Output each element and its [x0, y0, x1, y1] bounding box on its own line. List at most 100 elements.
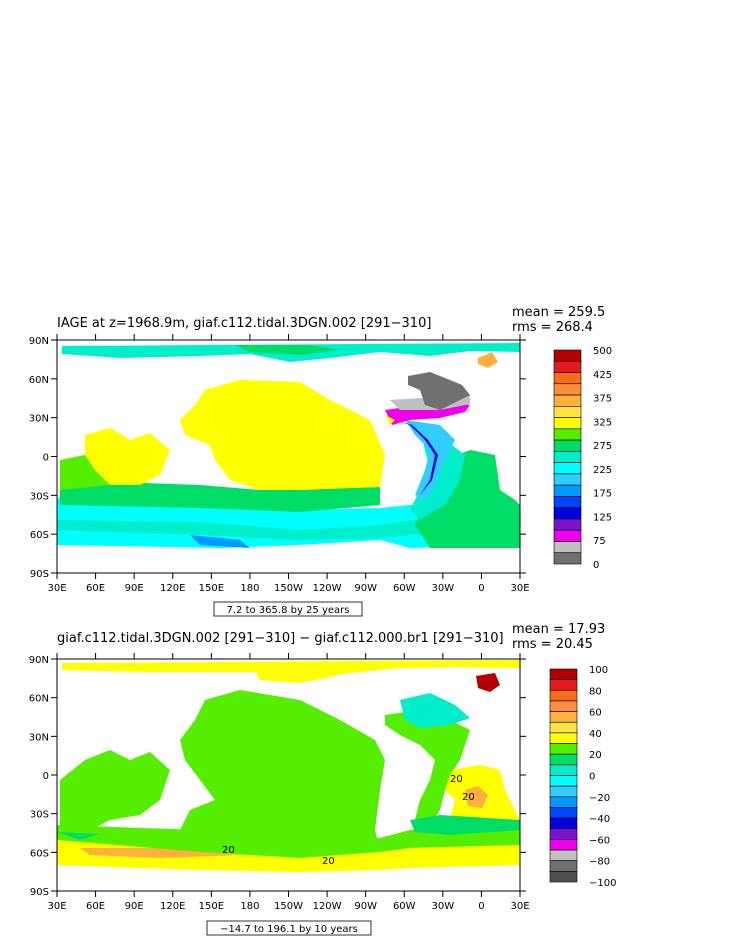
colorbar-swatch	[553, 417, 582, 430]
colorbar-swatch	[549, 732, 578, 744]
colorbar-swatch	[553, 428, 582, 441]
colorbar-swatch	[553, 496, 582, 508]
x-tick-label: 60W	[393, 583, 416, 594]
contour-label: 20	[450, 774, 463, 785]
colorbar-swatch	[553, 383, 582, 396]
colorbar-label: 80	[589, 686, 602, 697]
x-tick-label: 150E	[199, 583, 224, 594]
x-tick-label: 30E	[47, 901, 66, 912]
x-tick-label: 120E	[160, 583, 185, 594]
x-tick-label: 120W	[313, 583, 342, 594]
panel1-colorbar: 500 425 375 325 275 225 175 125 75 0	[553, 346, 612, 571]
y-tick-label: 30S	[30, 491, 49, 502]
panel2-rms: rms = 20.45	[512, 637, 593, 652]
colorbar-label: −20	[589, 793, 610, 804]
x-tick-label: 150W	[274, 583, 303, 594]
colorbar-swatch	[553, 406, 582, 418]
p2-south-green	[57, 832, 100, 840]
colorbar-swatch	[549, 796, 578, 808]
p2-arctic-yellow2	[255, 668, 340, 683]
panel1-y-axis: 90N 60N 30N 0 30S 60S 90S	[29, 336, 526, 580]
p1-atl-sky	[405, 420, 455, 500]
x-tick-label: 180	[240, 901, 259, 912]
colorbar-swatch	[549, 871, 578, 883]
x-tick-label: 60E	[86, 583, 105, 594]
colorbar-swatch	[553, 552, 582, 565]
x-tick-label: 150E	[199, 901, 224, 912]
colorbar-label: 75	[593, 536, 606, 547]
colorbar-label: 425	[593, 370, 612, 381]
p2-atl-teal	[400, 693, 470, 728]
colorbar-swatch	[553, 462, 582, 475]
colorbar-label: 175	[593, 489, 612, 500]
panel1-map	[57, 343, 520, 548]
colorbar-swatch	[553, 451, 582, 463]
x-tick-label: 60E	[86, 901, 105, 912]
colorbar-swatch	[553, 360, 582, 373]
x-tick-label: 150W	[274, 901, 303, 912]
colorbar-swatch	[553, 439, 582, 452]
colorbar-swatch	[549, 743, 578, 755]
y-tick-label: 30N	[29, 414, 49, 425]
x-tick-label: 0	[478, 583, 484, 594]
colorbar-swatch	[553, 484, 582, 497]
colorbar-label: 225	[593, 465, 612, 476]
panel1-rms: rms = 268.4	[512, 320, 593, 335]
y-tick-label: 90N	[29, 655, 49, 666]
y-tick-label: 0	[43, 771, 49, 782]
p1-south-blue	[190, 535, 250, 548]
x-tick-label: 90E	[125, 583, 144, 594]
colorbar-label: 60	[589, 708, 602, 719]
colorbar-swatch	[549, 828, 578, 840]
y-tick-label: 60S	[30, 848, 49, 859]
p1-atl-yellow	[385, 415, 395, 425]
colorbar-swatch	[549, 807, 578, 819]
x-tick-label: 30W	[432, 583, 455, 594]
x-tick-label: 120E	[160, 901, 185, 912]
panel2-mean: mean = 17.93	[512, 622, 605, 637]
y-tick-label: 90S	[30, 569, 49, 580]
colorbar-swatch	[549, 700, 578, 712]
panel2-x-axis: 30E 60E 90E 120E 150E 180 150W 120W 90W 60W 30W 0 30…	[47, 653, 530, 912]
colorbar-swatch	[553, 372, 582, 385]
p1-pacific-yellow	[180, 380, 385, 490]
x-tick-label: 30E	[47, 583, 66, 594]
colorbar-swatch	[549, 849, 578, 861]
colorbar-swatch	[549, 689, 578, 702]
p1-south-teal	[57, 520, 520, 540]
y-tick-label: 60N	[29, 694, 49, 705]
colorbar-label: 375	[593, 394, 612, 405]
p2-indian-lightgreen	[60, 750, 170, 830]
x-tick-label: 0	[478, 901, 484, 912]
panel1-mean: mean = 259.5	[512, 305, 605, 320]
x-tick-label: 90E	[125, 901, 144, 912]
colorbar-label: −80	[589, 857, 610, 868]
x-tick-label: 90W	[354, 583, 377, 594]
colorbar-swatch	[549, 711, 578, 723]
x-tick-label: 30E	[510, 583, 529, 594]
colorbar-swatch	[549, 764, 578, 776]
panel-diff: giaf.c112.tidal.3DGN.002 [291−310] − gia…	[29, 622, 616, 936]
y-tick-label: 60S	[30, 530, 49, 541]
colorbar-label: 40	[589, 729, 602, 740]
colorbar-swatch	[549, 817, 578, 830]
colorbar-swatch	[549, 785, 578, 798]
p2-pacific-lightgreen	[180, 690, 385, 855]
p2-south-orange	[80, 848, 240, 858]
y-tick-label: 0	[43, 453, 49, 464]
colorbar-swatch	[553, 473, 582, 486]
colorbar-label: 275	[593, 441, 612, 452]
colorbar-label: 0	[589, 772, 595, 783]
p2-southern-lightgreen	[57, 820, 520, 858]
p2-arctic-red	[476, 673, 500, 692]
x-tick-label: 30E	[510, 901, 529, 912]
colorbar-label: 500	[593, 346, 612, 357]
x-tick-label: 180	[240, 583, 259, 594]
colorbar-label: 20	[589, 750, 602, 761]
panel2-map	[57, 660, 520, 872]
colorbar-swatch	[553, 349, 582, 362]
x-tick-label: 90W	[354, 901, 377, 912]
colorbar-swatch	[549, 839, 578, 851]
colorbar-swatch	[549, 775, 578, 787]
colorbar-label: 100	[589, 665, 608, 676]
